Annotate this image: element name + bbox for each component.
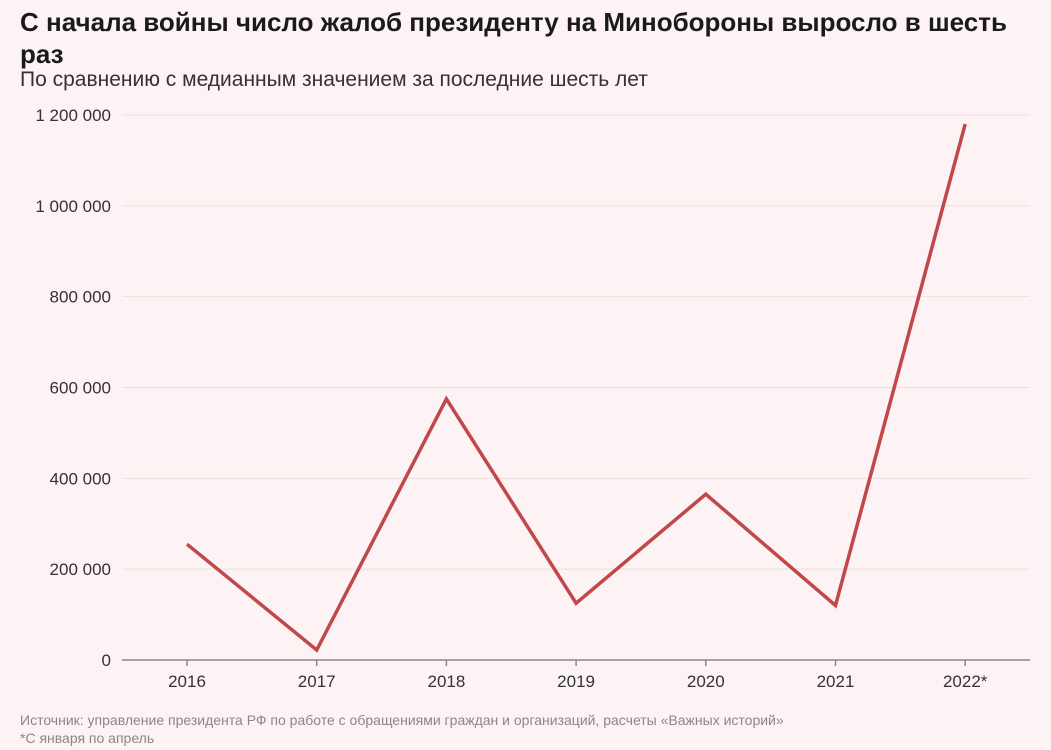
- series-line: [185, 123, 967, 653]
- y-tick-label: 800 000: [50, 288, 111, 307]
- chart-subtitle: По сравнению с медианным значением за по…: [20, 68, 648, 91]
- x-tick-label: 2022*: [943, 672, 988, 691]
- y-tick-label: 200 000: [50, 560, 111, 579]
- line-chart: 0 200 000 400 000 600 000 800 000 1 000 000 1 …: [35, 106, 1030, 691]
- chart-title: С начала войны число жалоб президенту на…: [20, 7, 1007, 69]
- x-tick-label: 2017: [298, 672, 336, 691]
- x-tick-label: 2016: [168, 672, 206, 691]
- footnote: *С января по апрель: [20, 730, 155, 746]
- x-tick-label: 2020: [687, 672, 725, 691]
- y-tick-label: 1 000 000: [35, 197, 111, 216]
- grid-layer: [122, 114, 1030, 570]
- y-tick-label: 400 000: [50, 469, 111, 488]
- source-note: Источник: управление президента РФ по ра…: [20, 712, 784, 728]
- y-tick-label: 1 200 000: [35, 106, 111, 125]
- y-tick-label: 600 000: [50, 379, 111, 398]
- axis-layer: 0 200 000 400 000 600 000 800 000 1 000 000 1 …: [35, 106, 1030, 691]
- series-layer: [185, 123, 967, 653]
- y-tick-label: 0: [102, 651, 111, 670]
- x-tick-label: 2018: [427, 672, 465, 691]
- x-tick-label: 2021: [817, 672, 855, 691]
- footer: Источник: управление президента РФ по ра…: [20, 711, 784, 747]
- x-tick-label: 2019: [557, 672, 595, 691]
